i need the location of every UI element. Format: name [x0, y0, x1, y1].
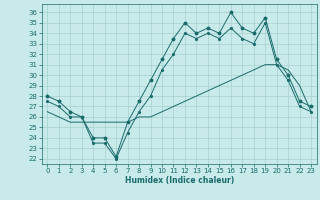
X-axis label: Humidex (Indice chaleur): Humidex (Indice chaleur): [124, 176, 234, 185]
